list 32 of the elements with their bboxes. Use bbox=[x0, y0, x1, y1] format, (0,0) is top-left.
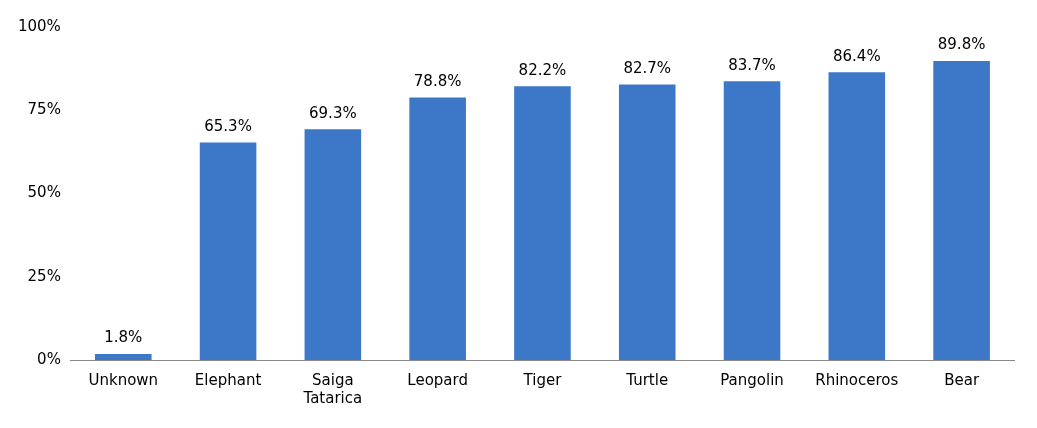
data-label: 69.3% bbox=[309, 103, 357, 122]
bar bbox=[199, 142, 257, 360]
bar bbox=[409, 97, 466, 360]
x-tick-label: Turtle bbox=[625, 370, 669, 389]
data-label: 89.8% bbox=[937, 35, 986, 54]
data-label: 78.8% bbox=[413, 71, 462, 90]
bar bbox=[514, 86, 571, 360]
bar bbox=[618, 84, 676, 360]
data-label: 82.2% bbox=[518, 60, 567, 79]
bar bbox=[723, 81, 781, 360]
bar bbox=[933, 60, 990, 360]
x-tick-label: Leopard bbox=[407, 370, 468, 389]
x-tick-label: Rhinoceros bbox=[815, 370, 899, 389]
x-tick-label: Pangolin bbox=[720, 370, 784, 389]
data-label: 1.8% bbox=[104, 328, 143, 347]
data-label: 86.4% bbox=[832, 46, 881, 65]
data-label: 83.7% bbox=[728, 55, 776, 74]
x-tick-label: Bear bbox=[944, 370, 980, 389]
y-tick-label: 100% bbox=[17, 16, 61, 35]
data-label: 65.3% bbox=[204, 116, 252, 135]
x-tick-label: Saiga Tatarica bbox=[302, 370, 363, 407]
data-label: 82.7% bbox=[623, 59, 672, 77]
x-tick-label: Unknown bbox=[88, 370, 159, 389]
bar bbox=[828, 72, 886, 360]
x-tick-label: Tiger bbox=[522, 370, 563, 389]
x-tick-label: Elephant bbox=[194, 370, 262, 389]
y-tick-label: 50% bbox=[27, 183, 61, 202]
bar bbox=[304, 129, 362, 360]
y-tick-label: 75% bbox=[27, 100, 61, 119]
y-tick-label: 0% bbox=[37, 349, 61, 368]
bar bbox=[94, 354, 152, 360]
y-tick-label: 25% bbox=[27, 266, 61, 285]
